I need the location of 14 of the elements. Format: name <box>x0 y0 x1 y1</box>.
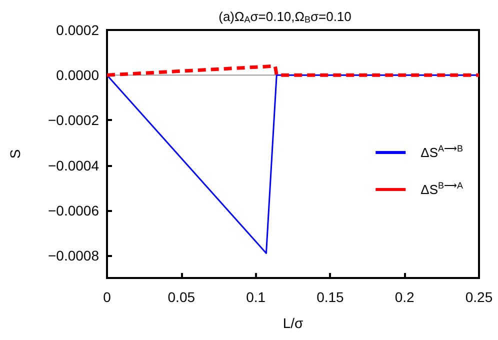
y-tick-label: 0.0000 <box>56 67 100 84</box>
x-tick-label: 0.2 <box>394 289 415 305</box>
x-tick-label: 0.25 <box>465 289 493 305</box>
x-tick-label: 0.1 <box>246 289 266 305</box>
y-axis-title: S <box>7 149 23 159</box>
y-tick-label: −0.0004 <box>48 157 100 174</box>
y-tick-label: −0.0008 <box>48 247 100 264</box>
y-tick-label: −0.0002 <box>48 112 100 128</box>
x-tick-label: 0 <box>103 289 112 305</box>
x-axis-title: L/σ <box>282 315 304 331</box>
y-tick-label: −0.0006 <box>48 202 100 218</box>
y-tick-label: 0.0002 <box>56 22 100 38</box>
x-tick-label: 0.05 <box>168 289 196 305</box>
x-tick-label: 0.15 <box>316 289 344 305</box>
